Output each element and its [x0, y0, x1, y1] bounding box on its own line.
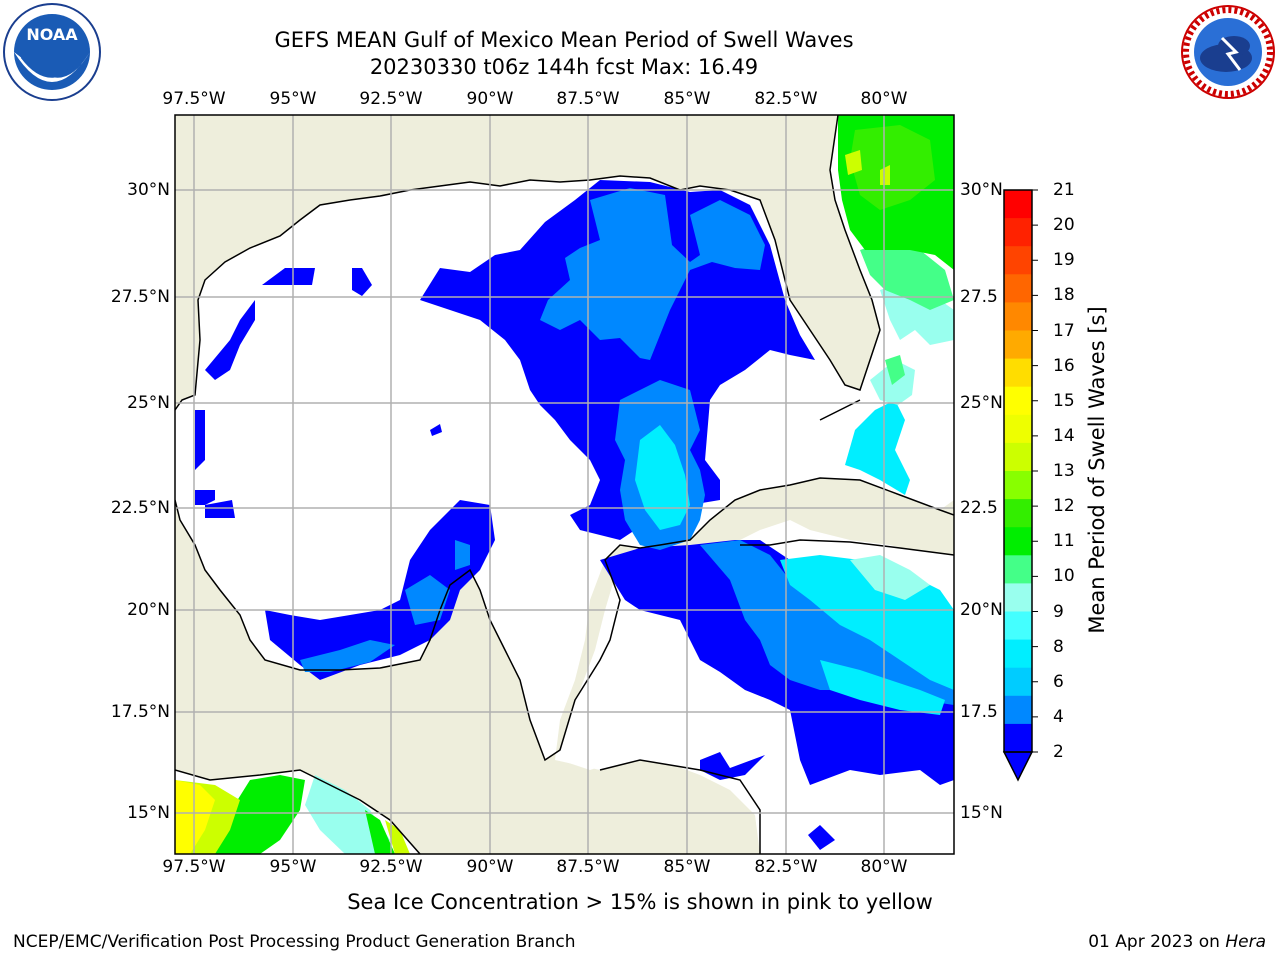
noaa-logo: NOAA: [2, 2, 102, 102]
lon-tick-bottom: 82.5°W: [754, 857, 818, 877]
lon-tick-top: 97.5°W: [162, 89, 226, 109]
colorbar-swatch: [1004, 414, 1032, 444]
lat-tick-left: 17.5°N: [110, 702, 170, 722]
lon-tick-bottom: 90°W: [466, 857, 514, 877]
colorbar-swatch: [1004, 639, 1032, 669]
colorbar-tick-label: 13: [1053, 461, 1075, 481]
nws-logo: [1178, 2, 1278, 102]
svg-text:NOAA: NOAA: [26, 25, 78, 44]
colorbar-tick-label: 2: [1053, 742, 1064, 762]
colorbar: [1002, 189, 1038, 782]
colorbar-tick-label: 11: [1053, 531, 1075, 552]
lon-tick-top: 92.5°W: [359, 89, 423, 109]
colorbar-tick-label: 8: [1053, 636, 1064, 657]
lat-tick-left: 25°N: [127, 393, 170, 413]
colorbar-swatch: [1004, 190, 1032, 219]
lon-tick-bottom: 87.5°W: [556, 857, 620, 877]
colorbar-swatch: [1004, 611, 1032, 641]
lat-tick-left: 20°N: [127, 600, 170, 620]
colorbar-label: Mean Period of Swell Waves [s]: [1085, 306, 1109, 634]
coastlines: [175, 115, 954, 854]
lon-tick-top: 80°W: [860, 89, 908, 109]
colorbar-swatch: [1004, 386, 1032, 416]
lat-tick-left: 15°N: [127, 803, 170, 823]
chart-title: GEFS MEAN Gulf of Mexico Mean Period of …: [274, 28, 854, 52]
lon-tick-bottom: 92.5°W: [359, 857, 423, 877]
colorbar-swatch: [1004, 583, 1032, 612]
colorbar-swatch: [1004, 471, 1032, 500]
colorbar-swatch: [1004, 358, 1032, 388]
colorbar-tick-label: 12: [1053, 496, 1075, 517]
chart-subtitle: 20230330 t06z 144h fcst Max: 16.49: [369, 55, 759, 79]
colorbar-tick-label: 16: [1053, 355, 1075, 376]
colorbar-swatch: [1004, 695, 1032, 725]
swell-field-11-12s: [850, 125, 935, 210]
footer-credit: NCEP/EMC/Verification Post Processing Pr…: [13, 932, 576, 952]
lon-tick-top: 95°W: [269, 89, 317, 109]
lat-tick-right: 25°N: [960, 393, 1003, 413]
colorbar-swatch: [1004, 302, 1032, 331]
lat-tick-right: 22.5: [960, 498, 998, 518]
lat-tick-right: 17.5: [960, 702, 998, 722]
lat-tick-right: 20°N: [960, 600, 1003, 620]
lon-tick-bottom: 95°W: [269, 857, 317, 877]
colorbar-tick-label: 20: [1053, 215, 1075, 236]
colorbar-swatch: [1004, 274, 1032, 303]
lat-tick-left: 30°N: [127, 180, 170, 200]
colorbar-swatch: [1004, 330, 1032, 360]
graticule: [175, 115, 954, 854]
colorbar-tick-label: 10: [1053, 566, 1075, 587]
footer-date-text: 01 Apr 2023 on: [1088, 932, 1226, 952]
footer-machine: Hera: [1225, 932, 1266, 952]
lat-tick-right: 30°N: [960, 180, 1003, 200]
colorbar-swatch: [1004, 527, 1032, 556]
colorbar-swatch: [1004, 555, 1032, 584]
colorbar-tick-label: 9: [1053, 601, 1064, 622]
lon-tick-bottom: 97.5°W: [162, 857, 226, 877]
colorbar-swatch: [1004, 218, 1032, 247]
colorbar-tick-label: 15: [1053, 390, 1075, 411]
lon-tick-top: 82.5°W: [754, 89, 818, 109]
colorbar-swatch: [1004, 499, 1032, 528]
colorbar-swatch: [1004, 246, 1032, 275]
colorbar-swatch: [1004, 667, 1032, 697]
footer-date: 01 Apr 2023 on Hera: [1088, 932, 1266, 952]
lat-tick-left: 22.5°N: [110, 498, 170, 518]
colorbar-swatch: [1004, 723, 1032, 753]
lon-tick-top: 90°W: [466, 89, 514, 109]
swell-field-14-15s: [175, 780, 215, 854]
swell-field-6-8s: [635, 400, 954, 715]
colorbar-swatch: [1004, 442, 1032, 472]
map-frame: [174, 114, 955, 855]
lat-tick-right: 15°N: [960, 803, 1003, 823]
lat-tick-right: 27.5: [960, 287, 998, 307]
colorbar-tick-label: 18: [1053, 285, 1075, 306]
sea-ice-note: Sea Ice Concentration > 15% is shown in …: [347, 890, 933, 914]
lon-tick-top: 85°W: [663, 89, 711, 109]
lon-tick-bottom: 85°W: [663, 857, 711, 877]
lon-tick-bottom: 80°W: [860, 857, 908, 877]
lon-tick-top: 87.5°W: [556, 89, 620, 109]
lat-tick-left: 27.5°N: [110, 287, 170, 307]
colorbar-tick-label: 4: [1053, 706, 1064, 727]
colorbar-under-extension: [1002, 751, 1034, 782]
colorbar-tick-label: 17: [1053, 320, 1075, 341]
colorbar-tick-label: 19: [1053, 250, 1075, 271]
colorbar-tick-label: 6: [1053, 671, 1064, 692]
colorbar-tick-label: 21: [1053, 180, 1075, 200]
colorbar-tick-label: 14: [1053, 425, 1075, 446]
